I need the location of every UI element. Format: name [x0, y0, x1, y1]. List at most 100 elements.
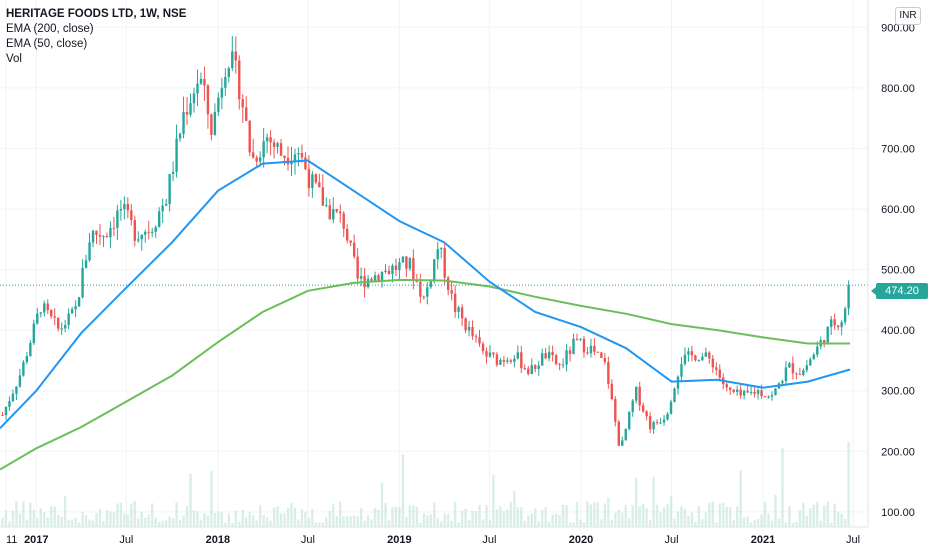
- volume-bar: [32, 509, 36, 527]
- x-tick-label: Jul: [119, 534, 133, 546]
- currency-button[interactable]: INR: [895, 7, 921, 25]
- volume-bar: [426, 515, 429, 527]
- volume-legend-item[interactable]: Vol: [6, 53, 22, 65]
- ema200-legend-item[interactable]: EMA (200, close): [6, 23, 94, 35]
- y-axis-ticks: 100.00 200.00 300.00 400.00 500.00 600.00 700.…: [881, 22, 915, 519]
- volume-bar: [245, 517, 248, 527]
- candle-body: [589, 345, 593, 354]
- candle-body: [809, 359, 812, 366]
- candle-body: [795, 373, 798, 375]
- volume-bar: [440, 521, 443, 527]
- candle-body: [25, 356, 29, 363]
- candle-body: [18, 375, 22, 387]
- candle-body: [245, 107, 248, 121]
- candle-body: [760, 390, 763, 397]
- volume-bar: [70, 519, 74, 527]
- volume-bar: [196, 511, 199, 527]
- candle-body: [607, 362, 610, 384]
- y-tick-label: 900.00: [881, 22, 915, 34]
- candle-body: [56, 317, 60, 329]
- volume-bar: [840, 513, 843, 527]
- volume-bar: [795, 521, 798, 527]
- candle-body: [544, 353, 547, 359]
- last-price-label: 474.20: [871, 283, 928, 299]
- candle-body: [572, 338, 575, 354]
- candle-body: [426, 287, 429, 297]
- volume-bar: [798, 510, 802, 527]
- volume-bar: [509, 501, 513, 527]
- candle-body: [328, 205, 331, 220]
- volume-bar: [318, 522, 321, 527]
- volume-bar: [203, 513, 206, 527]
- candle-body: [690, 351, 694, 356]
- candle-body: [628, 411, 631, 429]
- candle-body: [798, 374, 802, 376]
- volume-bar: [777, 518, 781, 527]
- volume-bar: [579, 519, 582, 527]
- volume-bar: [11, 510, 15, 527]
- candle-body: [133, 220, 137, 241]
- candle-body: [60, 328, 63, 330]
- volume-bar: [676, 511, 680, 527]
- candle-body: [729, 387, 732, 390]
- volume-bar: [648, 520, 652, 527]
- x-tick-label: Jul: [846, 534, 860, 546]
- candle-body: [50, 310, 53, 317]
- volume-bar: [384, 502, 387, 527]
- candle-body: [182, 112, 185, 134]
- volume-bar: [258, 505, 262, 527]
- volume-bar: [213, 512, 217, 527]
- volume-bar: [199, 519, 203, 527]
- volume-bar: [568, 522, 572, 527]
- x-tick-label: 2019: [387, 534, 411, 546]
- volume-bar: [708, 502, 711, 527]
- candle-body: [704, 352, 708, 357]
- candle-body: [788, 363, 791, 368]
- candle-body: [137, 239, 140, 241]
- candle-body: [11, 393, 15, 402]
- volume-bar: [157, 521, 161, 527]
- volume-bar: [847, 441, 850, 527]
- volume-bar: [415, 506, 419, 527]
- volume-bar: [628, 518, 631, 527]
- volume-bar: [704, 512, 708, 527]
- volume-bar: [603, 503, 607, 527]
- candle-body: [196, 83, 199, 94]
- y-tick-label: 200.00: [881, 446, 915, 458]
- candle-body: [784, 367, 788, 381]
- candle-body: [474, 336, 478, 338]
- price-axis[interactable]: [868, 0, 932, 550]
- candle-body: [652, 422, 655, 430]
- candle-body: [15, 386, 18, 394]
- symbol-title[interactable]: HERITAGE FOODS LTD, 1W, NSE: [6, 8, 187, 20]
- volume-bar: [753, 520, 756, 527]
- candle-body: [843, 308, 847, 323]
- ema50-legend-item[interactable]: EMA (50, close): [6, 38, 88, 50]
- volume-bar: [164, 520, 168, 527]
- candle-body: [4, 406, 8, 416]
- volume-bar: [690, 512, 694, 527]
- volume-bar: [652, 476, 655, 527]
- candle-body: [373, 275, 377, 281]
- candle-body: [558, 363, 561, 365]
- candle-body: [540, 353, 544, 366]
- time-axis[interactable]: [0, 527, 932, 550]
- candle-body: [412, 258, 415, 281]
- volume-bar: [398, 507, 401, 527]
- volume-bar: [394, 506, 398, 527]
- volume-bar: [443, 513, 446, 527]
- volume-bar: [231, 522, 234, 527]
- volume-bar: [50, 506, 53, 527]
- candle-body: [213, 111, 217, 135]
- volume-bar: [565, 505, 568, 527]
- volume-bar: [241, 509, 244, 527]
- volume-bar: [342, 516, 345, 527]
- volume-bar: [401, 454, 405, 527]
- candle-body: [168, 174, 171, 205]
- volume-bar: [147, 514, 150, 527]
- volume-bar: [485, 505, 488, 527]
- candle-body: [603, 357, 607, 363]
- candle-body: [123, 204, 126, 210]
- volume-bar: [756, 518, 760, 527]
